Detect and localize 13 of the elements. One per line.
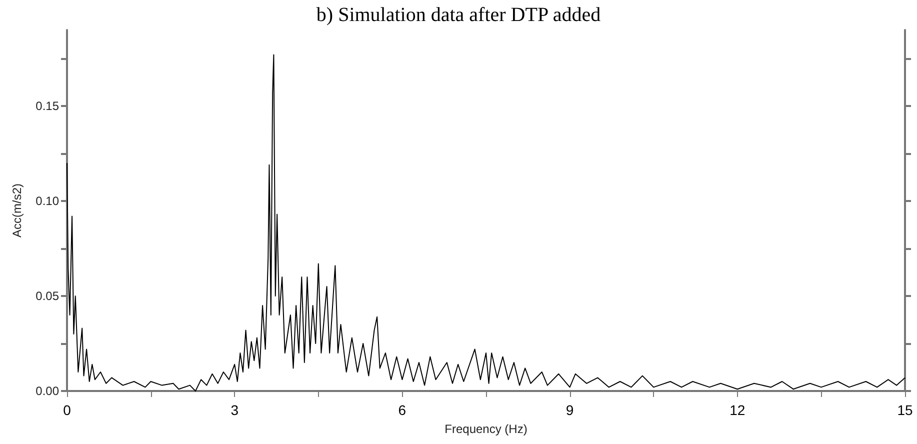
- x-tick-label: 9: [566, 402, 574, 418]
- y-tick-label: 0.00: [36, 384, 60, 398]
- chart-title: b) Simulation data after DTP added: [316, 4, 601, 26]
- x-tick-label: 12: [730, 402, 746, 418]
- y-axis-title: Acc(m/s2): [10, 183, 24, 238]
- x-tick-label: 6: [398, 402, 406, 418]
- x-tick-label: 3: [230, 402, 239, 418]
- x-tick-label: 0: [63, 402, 72, 418]
- y-tick-label: 0.15: [36, 99, 60, 113]
- y-tick-label: 0.10: [36, 194, 60, 208]
- x-tick-label: 15: [897, 402, 913, 418]
- y-tick-label: 0.05: [36, 289, 60, 303]
- x-axis-title: Frequency (Hz): [444, 422, 528, 436]
